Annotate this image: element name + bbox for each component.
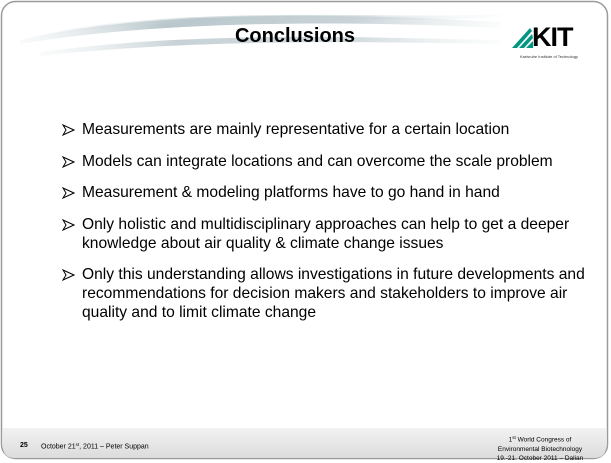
- logo-subtitle: Karlsruhe Institute of Technology: [520, 54, 578, 59]
- footer-band: [3, 428, 606, 458]
- bullet-text: Measurements are mainly representative f…: [82, 121, 510, 138]
- bullet-arrow-shape: [62, 218, 75, 231]
- slide-title: Conclusions: [234, 25, 355, 47]
- bullet-arrow: [62, 269, 75, 281]
- footer-line: 19.-21. October 2011 – Dalian: [496, 454, 584, 462]
- bullet-item: Models can integrate locations and can o…: [62, 152, 592, 171]
- bullet-arrow-shape: [62, 269, 75, 281]
- bullet-item: Only this understanding allows investiga…: [62, 265, 592, 322]
- bullet-text: Measurement & modeling platforms have to…: [82, 184, 500, 201]
- bullet-item: Measurements are mainly representative f…: [62, 120, 592, 139]
- logo-text: KIT: [532, 22, 573, 52]
- header-swoosh: [40, 36, 500, 56]
- footer-author: , 2011 – Peter Suppan: [79, 443, 149, 451]
- bullet-text: Only this understanding allows investiga…: [82, 266, 585, 321]
- bullet-text: Models can integrate locations and can o…: [82, 152, 553, 170]
- bullet-arrow: [62, 218, 75, 231]
- bullet-text: Only holistic and multidisciplinary appr…: [82, 215, 570, 252]
- bullet-list: Measurements are mainly representative f…: [62, 120, 592, 335]
- bullet-item: Only holistic and multidisciplinary appr…: [62, 215, 592, 253]
- footer-ordinal-sup: st: [512, 435, 516, 440]
- bullet-arrow: [62, 187, 75, 199]
- page-number: 25: [20, 442, 28, 449]
- bullet-arrow-shape: [62, 124, 75, 136]
- bullet-arrow-shape: [62, 187, 75, 199]
- bullet-arrow-shape: [62, 155, 75, 168]
- footer-date: October 21: [41, 443, 76, 451]
- header-swoosh: [60, 14, 500, 33]
- footer-text: World Congress of: [515, 436, 572, 444]
- footer-line: Environmental Biotechnology: [497, 445, 583, 453]
- footer-left: October 21st, 2011 – Peter Suppan: [41, 442, 149, 451]
- footer-right: 1st World Congress of Environmental Biot…: [470, 433, 610, 463]
- bullet-arrow: [62, 155, 75, 168]
- bullet-item: Measurement & modeling platforms have to…: [62, 183, 592, 202]
- bullet-arrow: [62, 124, 75, 136]
- footer-ordinal: 1: [508, 436, 513, 444]
- footer-line: 1st World Congress of: [470, 433, 610, 445]
- footer-date-sup: st: [75, 442, 80, 447]
- kit-logo-mark: [512, 28, 533, 48]
